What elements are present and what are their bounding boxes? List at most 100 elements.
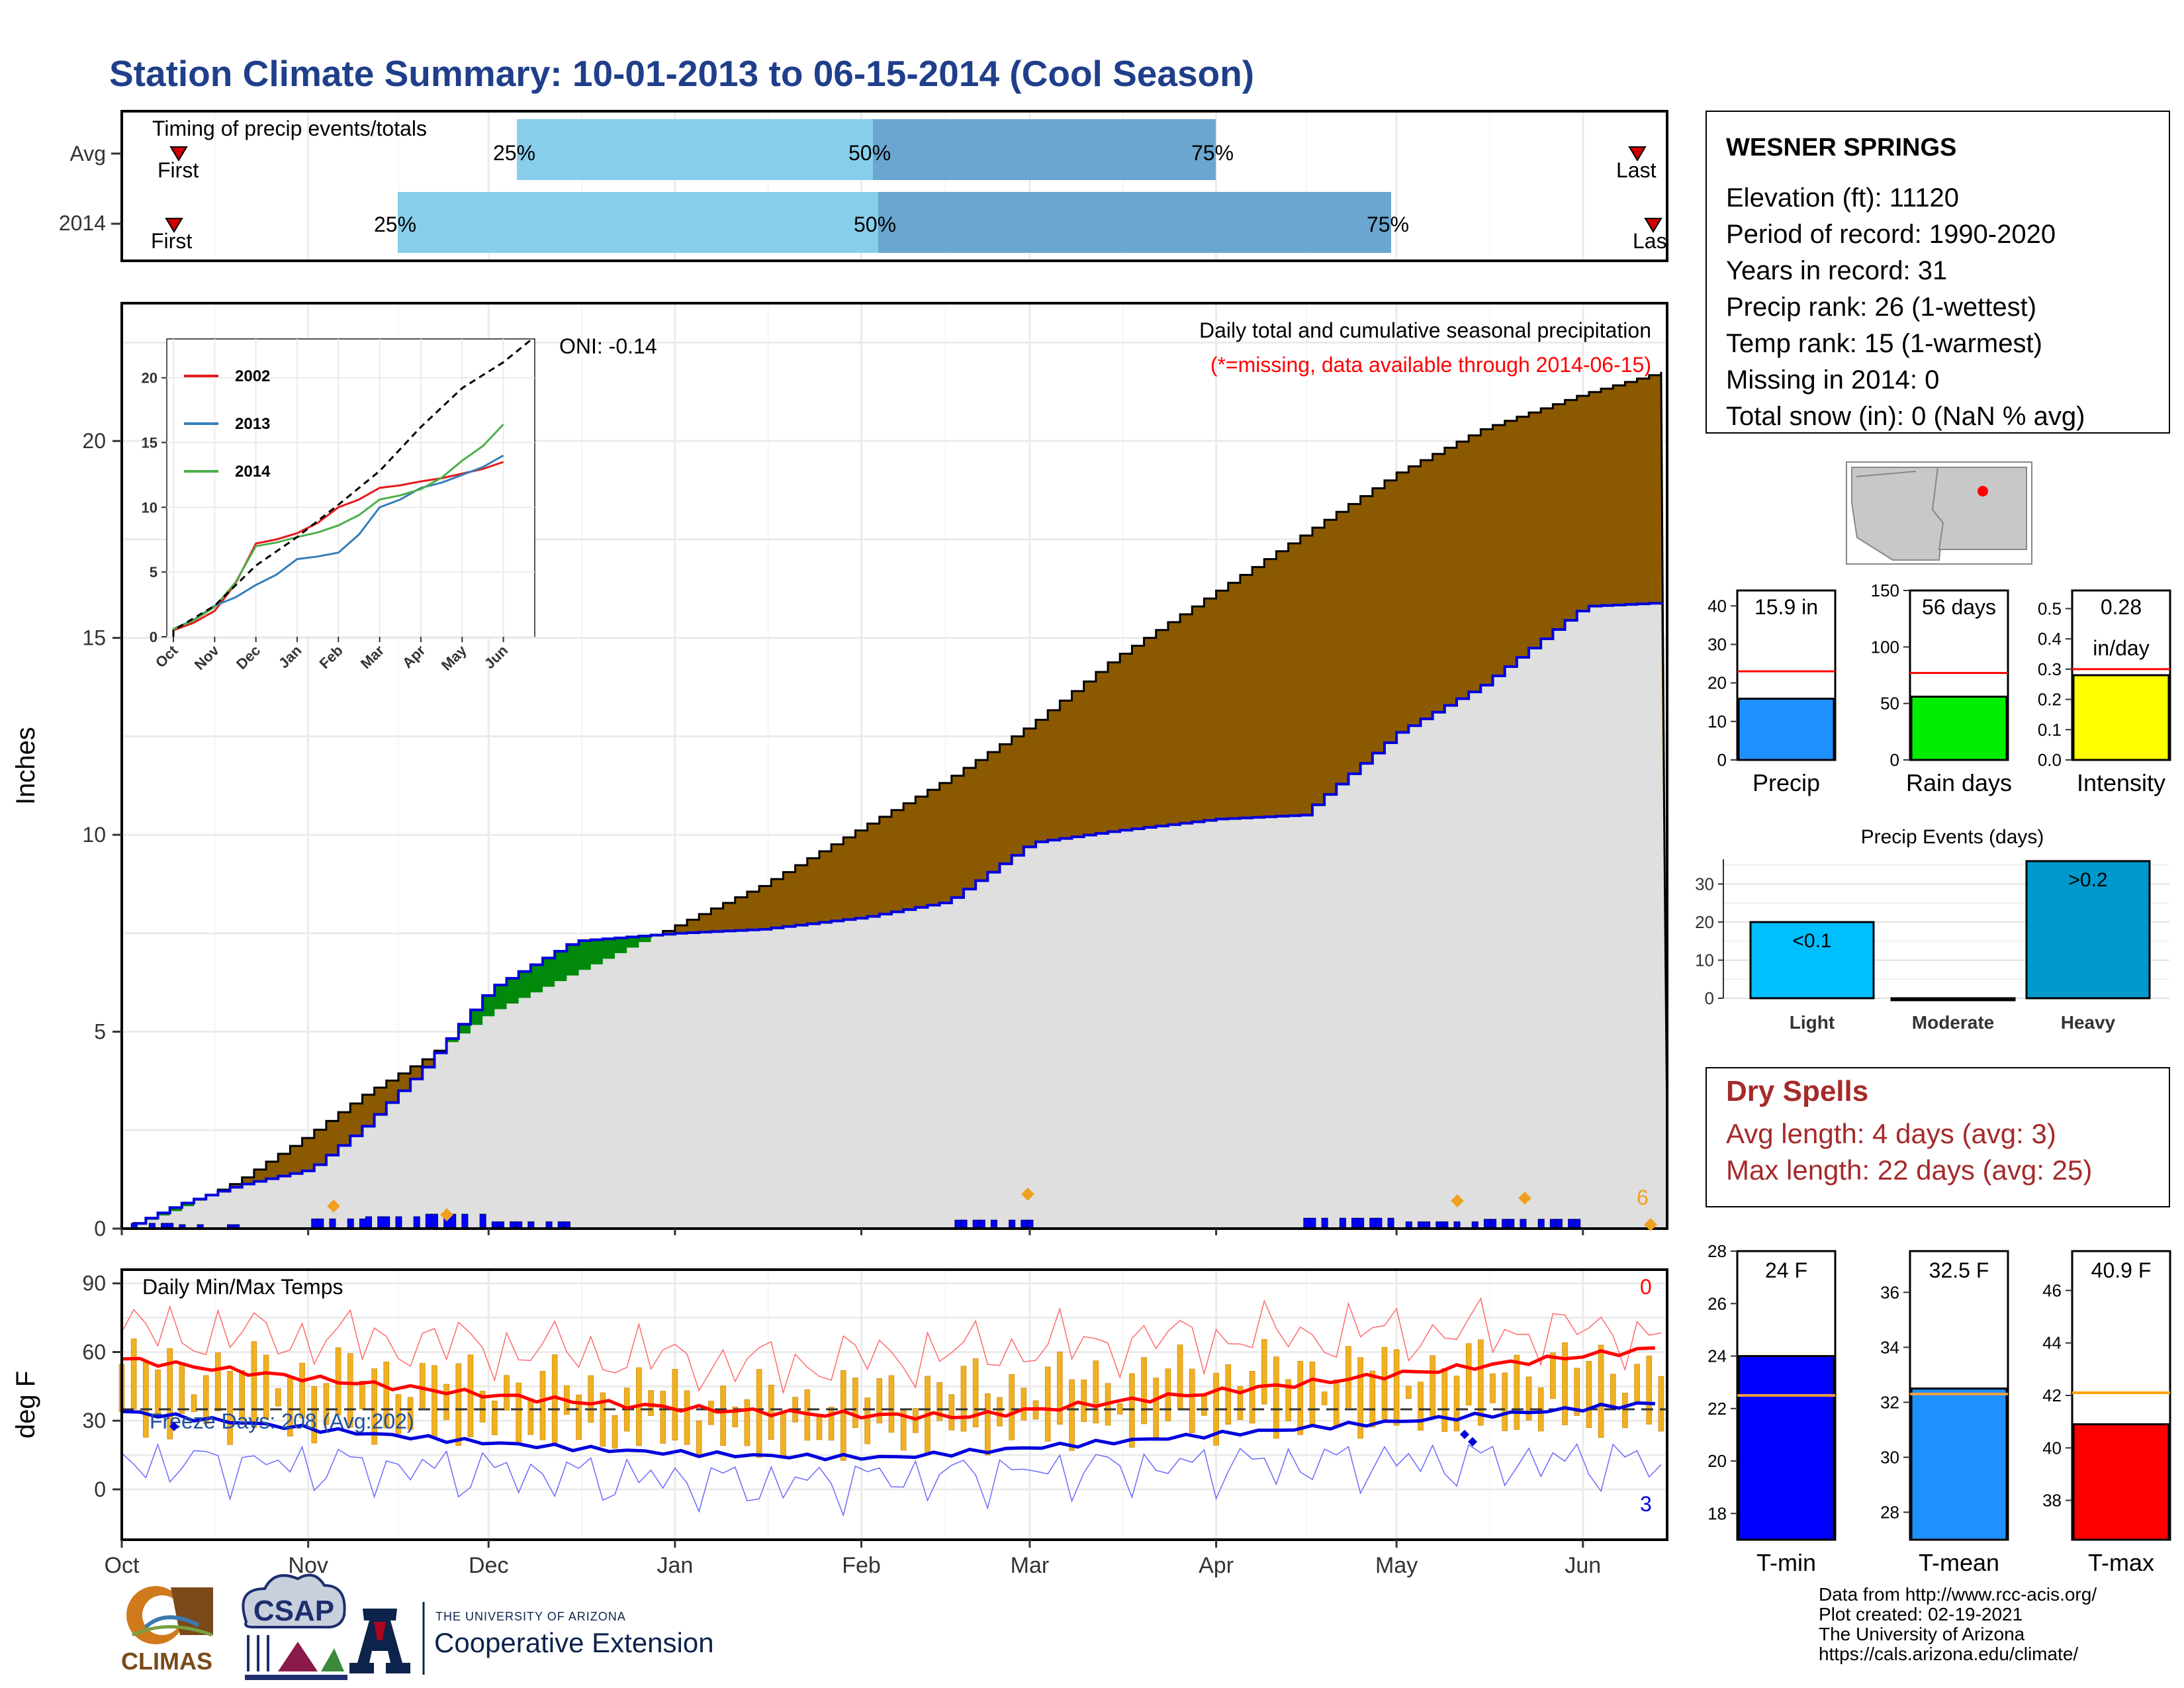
summary-ytick-label: 0.4 — [2038, 629, 2062, 649]
temp-range-bar — [1453, 1376, 1460, 1432]
summary-ytick-label: 30 — [1707, 634, 1727, 654]
ua-logo: THE UNIVERSITY OF ARIZONA Cooperative Ex… — [349, 1602, 714, 1675]
events-bar-label: >0.2 — [2068, 869, 2107, 891]
oni-label: ONI: -0.14 — [559, 334, 657, 358]
temp-range-bar — [1044, 1366, 1051, 1442]
summary-ytick-label: 0 — [1717, 750, 1727, 770]
daily-precip-bar — [1321, 1217, 1328, 1229]
temp-range-bar — [371, 1368, 377, 1445]
credit-line: The University of Arizona — [1819, 1624, 2025, 1644]
temp-range-bar — [1261, 1338, 1267, 1405]
temp-range-bar — [840, 1370, 846, 1461]
cold-day-count: 3 — [1640, 1492, 1652, 1516]
temp-summary-ytick-label: 18 — [1707, 1503, 1727, 1523]
temp-summary-ytick-label: 26 — [1707, 1293, 1727, 1313]
temp-summary-ytick-label: 44 — [2042, 1333, 2062, 1353]
temp-range-bar — [1285, 1379, 1291, 1421]
temp-summary-ytick-label: 32 — [1880, 1392, 1899, 1412]
events-ytick-label: 10 — [1695, 950, 1714, 970]
temp-range-bar — [780, 1413, 786, 1457]
daily-precip-bar — [1555, 1219, 1563, 1229]
daily-precip-bar — [413, 1216, 420, 1229]
summary-value-unit: in/day — [2093, 636, 2149, 660]
tmax-avg-line — [121, 1346, 1655, 1421]
precip-chart: 0 5 10 15 20 Inches Daily total and cumulati… — [11, 302, 1668, 1241]
locator-map — [1846, 461, 2032, 565]
temp-range-bar — [1249, 1371, 1255, 1424]
daily-precip-bar — [1574, 1219, 1581, 1229]
inset-ytick-label: 20 — [142, 370, 158, 387]
temp-summary-ytick-label: 22 — [1707, 1399, 1727, 1419]
temp-range-bar — [143, 1361, 149, 1438]
p75-label-2014: 75% — [1367, 212, 1409, 236]
station-info-line: Precip rank: 26 (1-wettest) — [1726, 293, 2036, 322]
precip-chart-title: Daily total and cumulative seasonal prec… — [1199, 318, 1651, 342]
station-info-line: Temp rank: 15 (1-warmest) — [1726, 329, 2042, 358]
temp-range-bar — [347, 1353, 353, 1428]
temp-range-bar — [299, 1362, 305, 1419]
temp-ytick-label: 0 — [94, 1477, 106, 1501]
daily-precip-bar — [461, 1213, 469, 1229]
daily-precip-bar — [1351, 1217, 1359, 1229]
temp-range-bar — [504, 1375, 510, 1411]
timing-row-avg: Avg — [69, 142, 106, 165]
csap-logo: CSAP — [242, 1573, 347, 1680]
daily-precip-bar — [1537, 1219, 1545, 1229]
temp-summary-ytick-label: 38 — [2042, 1491, 2062, 1511]
temp-range-bar — [576, 1394, 582, 1440]
first-label-avg: First — [158, 158, 199, 182]
daily-precip-bar — [377, 1216, 385, 1229]
temp-range-bar — [263, 1354, 269, 1419]
summary-ytick-label: 100 — [1871, 637, 1899, 657]
temp-summary-value-label: 40.9 F — [2091, 1258, 2152, 1282]
daily-precip-bar — [1369, 1217, 1377, 1229]
temp-range-bar — [1321, 1391, 1328, 1405]
month-tick-label: Feb — [842, 1553, 881, 1578]
daily-precip-bar — [1483, 1219, 1490, 1229]
temp-range-bar — [1441, 1368, 1448, 1432]
month-tick-label: Jan — [657, 1553, 693, 1578]
summary-ytick-label: 0.1 — [2038, 720, 2062, 739]
timing-row-2014: 2014 — [59, 211, 106, 235]
summary-ytick-label: 0.0 — [2038, 750, 2062, 770]
temp-range-bar — [1502, 1372, 1508, 1431]
station-info-line: Period of record: 1990-2020 — [1726, 220, 2056, 249]
daily-precip-bar — [383, 1216, 390, 1229]
temp-range-bar — [1081, 1380, 1087, 1423]
temp-range-bar — [1116, 1403, 1123, 1415]
temp-range-bar — [1369, 1370, 1376, 1428]
summary-ytick-label: 0.3 — [2038, 659, 2062, 679]
month-tick-label: Mar — [1011, 1553, 1050, 1578]
temp-range-bar — [1141, 1357, 1147, 1425]
temp-summary-bars: 18 20 22 24 26 28 24 F T-min 28 30 32 34 36 32.5 F T-m… — [1707, 1241, 2171, 1576]
inset-ytick-label: 10 — [142, 499, 158, 516]
events-ytick-label: 20 — [1695, 912, 1714, 932]
daily-precip-bar — [1387, 1217, 1394, 1229]
daily-precip-bar — [1357, 1217, 1365, 1229]
temp-range-bar — [1021, 1387, 1027, 1421]
temp-range-bar — [1622, 1393, 1628, 1429]
temp-range-bar — [1418, 1382, 1424, 1431]
temp-range-bar — [179, 1363, 185, 1414]
temp-range-bar — [1153, 1378, 1160, 1438]
temp-range-bar — [275, 1388, 281, 1407]
temp-ytick-label: 90 — [82, 1272, 106, 1295]
daily-precip-bar — [311, 1218, 318, 1229]
inset-avg-line — [172, 338, 533, 637]
station-info-line: Elevation (ft): 11120 — [1726, 183, 1959, 212]
ua-small-text: THE UNIVERSITY OF ARIZONA — [435, 1610, 626, 1623]
daily-precip-bar — [1375, 1217, 1383, 1229]
missing-markers — [327, 1188, 1657, 1231]
temp-range-bar — [1381, 1346, 1388, 1420]
temp-range-bar — [696, 1421, 702, 1457]
temp-summary-ytick-label: 28 — [1880, 1502, 1899, 1522]
timing-avg-bar-high — [873, 119, 1216, 180]
temp-range-bar — [407, 1397, 414, 1430]
temp-range-bar — [852, 1378, 858, 1429]
daily-precip-bar — [1490, 1219, 1497, 1229]
temp-range-bar — [539, 1371, 546, 1440]
temp-range-bar — [864, 1397, 870, 1444]
temp-range-bar — [1646, 1356, 1653, 1425]
